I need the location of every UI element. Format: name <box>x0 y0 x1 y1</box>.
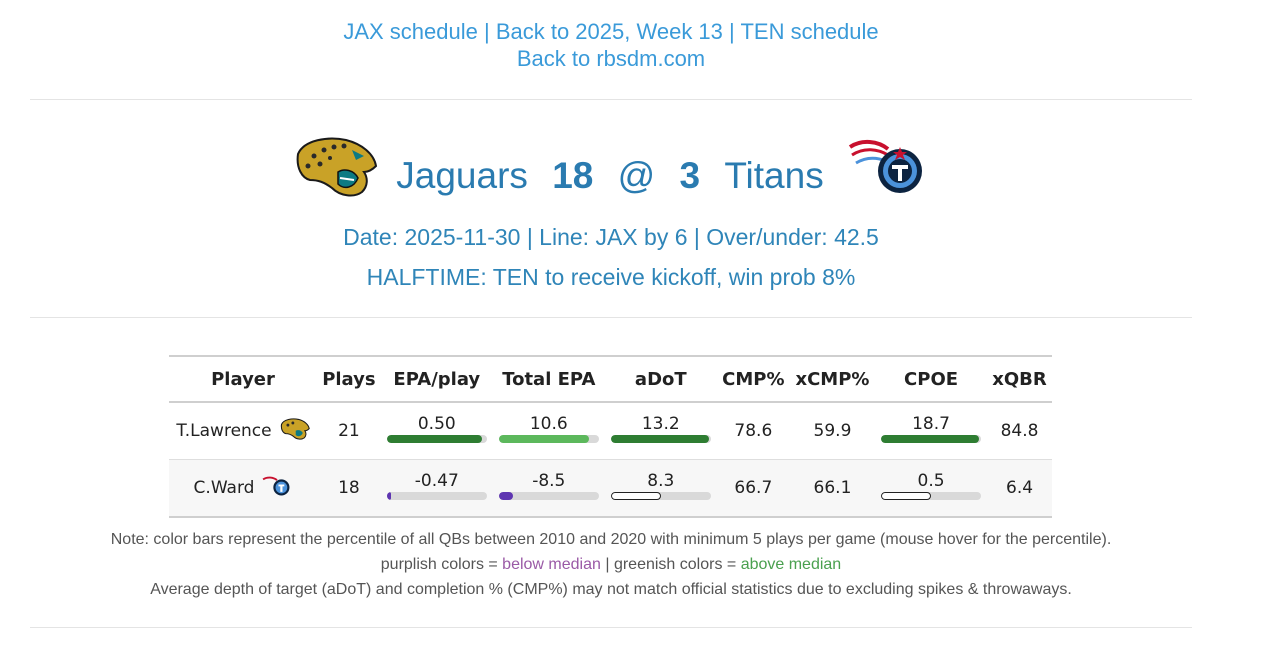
ten-schedule-link[interactable]: TEN schedule <box>740 19 879 44</box>
plays-cell: 18 <box>317 459 381 517</box>
divider <box>30 99 1192 100</box>
percentile-bar-fill <box>881 492 932 500</box>
away-score: 18 <box>552 154 594 196</box>
player-cell: C.Ward <box>169 459 317 517</box>
nav-separator: | <box>729 19 735 44</box>
table-header-row: Player Plays EPA/play Total EPA aDoT CMP… <box>169 356 1052 403</box>
epa-play-cell[interactable]: 0.50 <box>380 401 493 460</box>
col-header-player[interactable]: Player <box>169 356 317 403</box>
at-symbol: @ <box>617 154 656 196</box>
col-header-cmp[interactable]: CMP% <box>716 356 790 403</box>
percentile-bar <box>881 435 982 443</box>
col-header-adot[interactable]: aDoT <box>604 356 717 403</box>
home-score: 3 <box>679 154 701 196</box>
adot-cell[interactable]: 13.2 <box>604 401 717 460</box>
xqbr-cell: 84.8 <box>987 401 1052 460</box>
divider <box>30 627 1192 628</box>
percentile-bar-fill <box>386 492 391 500</box>
scoreline: Jaguars 18 @ 3 Titans <box>0 136 1222 215</box>
game-details: Date: 2025-11-30 | Line: JAX by 6 | Over… <box>343 224 879 250</box>
adot-cell[interactable]: 8.3 <box>604 459 717 517</box>
cmp-cell: 66.7 <box>716 459 790 517</box>
epa-play-value: -0.47 <box>414 471 459 491</box>
percentile-bar <box>610 435 711 443</box>
epa-play-value: 0.50 <box>417 414 456 434</box>
percentile-bar-fill <box>610 435 709 443</box>
col-header-epa-play[interactable]: EPA/play <box>380 356 493 403</box>
percentile-bar-fill <box>386 435 482 443</box>
nav-separator: | <box>483 19 490 44</box>
player-name: T.Lawrence <box>176 421 272 441</box>
legend-below-median: below median <box>502 556 601 573</box>
titans-logo-icon <box>848 137 928 214</box>
game-status: HALFTIME: TEN to receive kickoff, win pr… <box>366 264 856 290</box>
percentile-bar-fill <box>881 435 980 443</box>
total-epa-value: 10.6 <box>529 414 568 434</box>
xcmp-cell: 66.1 <box>789 459 876 517</box>
percentile-bar-fill <box>610 492 661 500</box>
percentile-bar-fill <box>498 435 589 443</box>
total-epa-cell[interactable]: 10.6 <box>492 401 605 460</box>
home-team-name: Titans <box>724 154 824 196</box>
divider <box>30 317 1192 318</box>
percentile-bar <box>610 492 711 500</box>
qb-stats-table: Player Plays EPA/play Total EPA aDoT CMP… <box>169 355 1052 518</box>
adot-value: 8.3 <box>647 471 675 491</box>
cpoe-cell[interactable]: 18.7 <box>875 401 988 460</box>
jaguars-logo-icon <box>294 136 378 215</box>
col-header-total-epa[interactable]: Total EPA <box>492 356 605 403</box>
percentile-bar <box>498 492 599 500</box>
note-line: Note: color bars represent the percentil… <box>110 531 1112 548</box>
xqbr-cell: 6.4 <box>987 459 1052 517</box>
note-line: Average depth of target (aDoT) and compl… <box>150 581 1072 598</box>
xcmp-cell: 59.9 <box>789 401 876 460</box>
percentile-bar <box>881 492 982 500</box>
table-notes: Note: color bars represent the percentil… <box>0 527 1222 602</box>
cpoe-value: 0.5 <box>917 471 945 491</box>
legend-purple-prefix: purplish colors = <box>380 556 503 573</box>
col-header-xcmp[interactable]: xCMP% <box>789 356 876 403</box>
epa-play-cell[interactable]: -0.47 <box>380 459 493 517</box>
col-header-xqbr[interactable]: xQBR <box>987 356 1052 403</box>
cmp-cell: 78.6 <box>716 401 790 460</box>
jax-schedule-link[interactable]: JAX schedule <box>343 19 478 44</box>
plays-cell: 21 <box>317 401 381 460</box>
table-row: C.Ward 18 -0.47 <box>169 459 1052 517</box>
percentile-bar-fill <box>498 492 513 500</box>
color-legend: purplish colors = below median | greenis… <box>0 552 1222 577</box>
table-row: T.Lawrence 21 0.50 <box>169 401 1052 460</box>
away-team-name: Jaguars <box>396 154 528 196</box>
back-to-site-link[interactable]: Back to rbsdm.com <box>516 46 706 71</box>
legend-above-median: above median <box>740 556 842 573</box>
jaguars-mini-logo-icon <box>280 417 310 445</box>
percentile-bar <box>498 435 599 443</box>
total-epa-cell[interactable]: -8.5 <box>492 459 605 517</box>
back-to-week-link[interactable]: Back to 2025, Week 13 <box>495 19 723 44</box>
top-nav: JAX schedule | Back to 2025, Week 13 | T… <box>0 18 1222 72</box>
percentile-bar <box>386 435 487 443</box>
col-header-cpoe[interactable]: CPOE <box>875 356 988 403</box>
adot-value: 13.2 <box>641 414 680 434</box>
player-cell: T.Lawrence <box>169 401 317 460</box>
legend-green-prefix: | greenish colors = <box>600 556 741 573</box>
col-header-plays[interactable]: Plays <box>317 356 381 403</box>
titans-mini-logo-icon <box>262 475 292 502</box>
total-epa-value: -8.5 <box>532 471 566 491</box>
cpoe-cell[interactable]: 0.5 <box>875 459 988 517</box>
player-name: C.Ward <box>193 478 255 498</box>
percentile-bar <box>386 492 487 500</box>
cpoe-value: 18.7 <box>912 414 950 434</box>
